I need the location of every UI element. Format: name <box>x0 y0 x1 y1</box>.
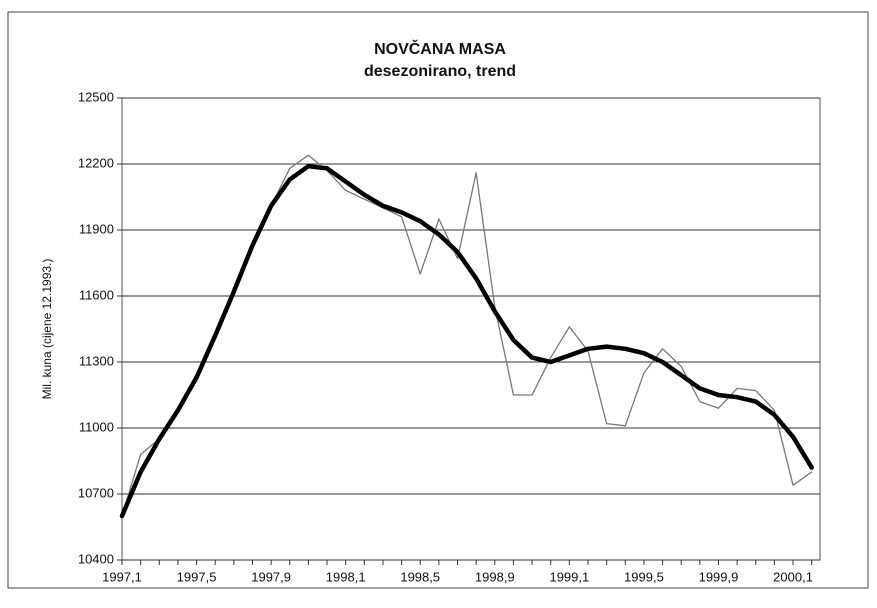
x-tick-label: 1998,5 <box>400 569 440 584</box>
x-tick-label: 1999,1 <box>549 569 589 584</box>
x-tick-label: 1999,5 <box>624 569 664 584</box>
chart-frame <box>7 11 869 589</box>
x-tick-label: 1997,1 <box>102 569 142 584</box>
chart-subtitle: desezonirano, trend <box>364 63 516 80</box>
series-line <box>121 154 813 517</box>
y-axis-label: Mil. kuna (cijene 12.1993.) <box>40 259 54 400</box>
x-tick-label: 1997,9 <box>251 569 291 584</box>
x-tick-label: 1997,5 <box>177 569 217 584</box>
y-tick-label: 11900 <box>79 221 114 236</box>
y-tick-label: 11600 <box>79 287 114 302</box>
y-tick-label: 11000 <box>79 419 114 434</box>
y-tick-label: 10400 <box>78 551 114 566</box>
y-tick-label: 10700 <box>78 485 114 500</box>
plot-area <box>121 97 821 561</box>
y-tick-label: 12200 <box>78 155 114 170</box>
x-tick-label: 1998,9 <box>475 569 515 584</box>
y-tick-label: 11300 <box>79 353 114 368</box>
chart-title: NOVČANA MASA <box>374 39 506 58</box>
x-tick-label: 1999,9 <box>699 569 739 584</box>
x-tick-label: 1998,1 <box>326 569 366 584</box>
y-tick-label: 12500 <box>78 89 114 104</box>
x-tick-label: 2000,1 <box>773 569 813 584</box>
series-line <box>119 163 814 519</box>
